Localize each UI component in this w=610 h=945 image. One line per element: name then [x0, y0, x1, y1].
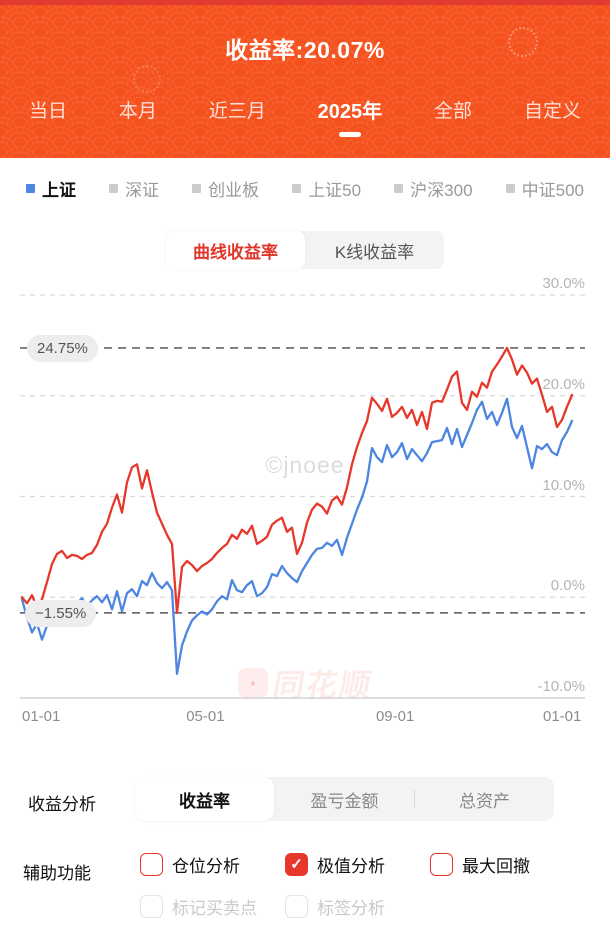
checkbox-unchecked[interactable] — [140, 895, 163, 918]
segment-divider — [414, 790, 415, 808]
seigaiha-pattern — [0, 5, 610, 158]
tab-period-0[interactable]: 当日 — [29, 99, 67, 137]
legend-color-swatch — [26, 184, 35, 193]
legend-item-2[interactable]: 创业板 — [192, 176, 259, 201]
sparkle-icon — [508, 27, 538, 57]
legend-color-swatch — [109, 184, 119, 193]
tab-period-3[interactable]: 2025年 — [317, 99, 383, 137]
legend-color-swatch — [292, 184, 302, 193]
check-icon: ✓ — [290, 856, 303, 873]
aux-option-3[interactable]: 标记买卖点 — [140, 894, 285, 919]
x-axis-tick: 05-01 — [186, 708, 225, 725]
legend-item-0[interactable]: 上证 — [26, 176, 76, 201]
aux-option-label: 仓位分析 — [172, 857, 240, 876]
aux-option-0[interactable]: 仓位分析 — [140, 852, 285, 877]
checkbox-unchecked[interactable] — [140, 853, 163, 876]
index-legend: 上证 深证 创业板 上证50 沪深300 中证500 — [0, 176, 610, 201]
tab-underline — [338, 132, 361, 137]
aux-option-label: 最大回撤 — [462, 857, 530, 876]
tab-label: 当日 — [29, 101, 68, 122]
legend-color-swatch — [505, 184, 515, 193]
status-bar-strip — [0, 0, 610, 5]
y-axis-tick: 20.0% — [542, 375, 585, 393]
analysis-tabs: 收益率 盈亏金额 总资产 — [135, 777, 554, 821]
tab-underline — [37, 132, 59, 137]
aux-option-label: 标记买卖点 — [172, 899, 257, 918]
analysis-section-label: 收益分析 — [28, 795, 96, 814]
tab-underline — [127, 132, 149, 137]
y-axis-tick: 10.0% — [542, 476, 585, 494]
checkbox-checked[interactable]: ✓ — [285, 853, 308, 876]
tab-underline — [442, 132, 464, 137]
checkbox-unchecked[interactable] — [285, 895, 308, 918]
y-axis-tick: 30.0% — [542, 275, 585, 292]
legend-label: 创业板 — [208, 181, 260, 200]
aux-option-4[interactable]: 标签分析 — [285, 894, 385, 919]
legend-color-swatch — [192, 184, 202, 193]
legend-item-5[interactable]: 中证500 — [505, 176, 584, 201]
legend-color-swatch — [394, 184, 404, 193]
analysis-tab-0[interactable]: 收益率 — [135, 777, 274, 821]
toggle-option-1[interactable]: K线收益率 — [334, 242, 415, 262]
analysis-tab-1[interactable]: 盈亏金额 — [310, 791, 379, 811]
max-value-badge: 24.75% — [27, 334, 98, 362]
watermark-text: ©jnoee — [265, 452, 345, 478]
series-line-1 — [20, 346, 574, 615]
legend-label: 上证50 — [308, 181, 362, 200]
page-title: 收益率:20.07% — [225, 37, 385, 63]
aux-option-1[interactable]: ✓ 极值分析 — [285, 852, 430, 877]
ths-logo-icon: ♦ — [238, 667, 268, 698]
aux-options-row: 标记买卖点 标签分析 — [140, 894, 610, 919]
tab-period-1[interactable]: 本月 — [119, 99, 157, 137]
tab-label: 全部 — [434, 101, 473, 122]
tab-period-4[interactable]: 全部 — [434, 99, 472, 137]
chart-type-toggle: 曲线收益率 K线收益率 — [166, 231, 444, 269]
checkbox-unchecked[interactable] — [430, 853, 453, 876]
chart-canvas[interactable] — [0, 280, 610, 740]
tab-underline — [541, 132, 563, 137]
toggle-option-0[interactable]: 曲线收益率 — [166, 231, 305, 269]
aux-options-row: 仓位分析 ✓ 极值分析 最大回撤 — [140, 852, 610, 877]
brand-watermark: ♦ 同花顺 — [238, 660, 376, 705]
legend-item-3[interactable]: 上证50 — [292, 176, 361, 201]
legend-item-1[interactable]: 深证 — [109, 176, 159, 201]
x-axis-tick: 01-01 — [543, 708, 582, 725]
period-tabs: 当日 本月 近三月 2025年 全部 自定义 — [0, 99, 610, 137]
legend-item-4[interactable]: 沪深300 — [394, 176, 473, 201]
y-axis-tick: -10.0% — [537, 678, 585, 695]
legend-label: 上证 — [42, 181, 76, 200]
x-axis-tick: 01-01 — [22, 708, 61, 725]
aux-option-label: 极值分析 — [317, 857, 385, 876]
tab-label: 自定义 — [523, 101, 581, 122]
sparkle-icon — [133, 65, 161, 93]
header: 收益率:20.07% 当日 本月 近三月 2025年 全部 自定义 — [0, 5, 610, 158]
tab-period-2[interactable]: 近三月 — [209, 99, 266, 137]
legend-label: 中证500 — [521, 181, 584, 200]
legend-label: 深证 — [125, 181, 160, 200]
x-axis-tick: 09-01 — [375, 708, 415, 725]
tab-underline — [226, 132, 248, 137]
tab-period-5[interactable]: 自定义 — [524, 99, 581, 137]
series-line-0 — [20, 397, 574, 675]
returns-chart[interactable]: ©jnoee ♦ 同花顺 24.75% −1.55% 30.0% 20.0% 10.… — [0, 275, 610, 740]
y-axis-tick: 0.0% — [550, 577, 585, 595]
tab-label: 近三月 — [208, 101, 266, 122]
tab-label: 2025年 — [317, 101, 383, 123]
tab-label: 本月 — [118, 101, 157, 122]
aux-option-2[interactable]: 最大回撤 — [430, 852, 575, 877]
min-value-badge: −1.55% — [25, 599, 97, 627]
aux-option-label: 标签分析 — [317, 899, 385, 918]
legend-label: 沪深300 — [410, 181, 473, 200]
aux-section-label: 辅助功能 — [23, 864, 91, 883]
analysis-tab-2[interactable]: 总资产 — [459, 791, 510, 811]
